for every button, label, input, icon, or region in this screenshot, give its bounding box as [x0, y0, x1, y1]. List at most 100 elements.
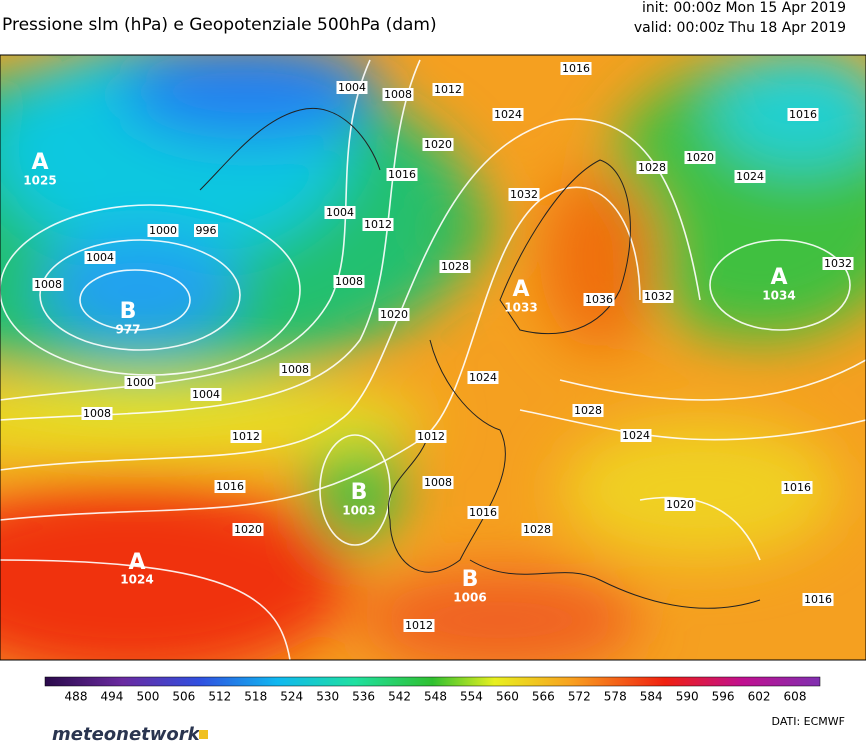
label-box: [194, 224, 218, 237]
isobar-label: 1024: [469, 371, 497, 384]
colorbar-tick-label: 518: [244, 690, 267, 704]
colorbar-tick-label: 584: [640, 690, 663, 704]
label-box: [492, 108, 524, 121]
colorbar-tick-label: 560: [496, 690, 519, 704]
label-box: [333, 275, 365, 288]
label-box: [802, 593, 834, 606]
center-letter: A: [31, 150, 48, 175]
isobar-label: 1028: [441, 260, 469, 273]
label-box: [190, 388, 222, 401]
label-box: [336, 81, 368, 94]
isobar-label: 1008: [83, 407, 111, 420]
colorbar-tick-label: 554: [460, 690, 483, 704]
label-box: [403, 619, 435, 632]
label-box: [84, 251, 116, 264]
isobar-label: 1012: [232, 430, 260, 443]
colorbar-tick-label: 506: [172, 690, 195, 704]
label-box: [422, 138, 454, 151]
colorbar-tick-label: 488: [65, 690, 88, 704]
isobar-label: 1012: [417, 430, 445, 443]
label-box: [214, 480, 246, 493]
colorbar-ticks: 488 494 500 506 512 518 524 530 536 542 548 554 560 5…: [65, 690, 807, 704]
isobar-label: 1004: [86, 251, 114, 264]
label-box: [415, 430, 447, 443]
label-box: [382, 88, 414, 101]
valid-time: valid: 00:00z Thu 18 Apr 2019: [634, 20, 846, 36]
label-box: [32, 278, 64, 291]
isobar-label: 1008: [281, 363, 309, 376]
isobar-label: 1016: [783, 481, 811, 494]
center-value: 1025: [23, 174, 56, 188]
isobar-label: 1000: [126, 376, 154, 389]
isobar-label: 1016: [789, 108, 817, 121]
label-box: [279, 363, 311, 376]
isobars: [0, 59, 866, 660]
colorbar-tick-label: 566: [532, 690, 555, 704]
isobar-label: 1020: [234, 523, 262, 536]
colorbar-tick-label: 542: [388, 690, 411, 704]
label-box: [467, 371, 499, 384]
center-letter: A: [512, 277, 529, 302]
colorbar-tick-label: 608: [784, 690, 807, 704]
center-letter: B: [462, 567, 479, 592]
colorbar-tick-label: 590: [676, 690, 699, 704]
map: 1004 1008 1012 1016 1016 1024 1020 1016 …: [0, 55, 866, 660]
isobar-label: 1016: [469, 506, 497, 519]
isobar-label: 1020: [380, 308, 408, 321]
colorbar-tick-label: 572: [568, 690, 591, 704]
isobar-label: 1024: [736, 170, 764, 183]
isobar-label: 1016: [804, 593, 832, 606]
colorbar-tick-label: 596: [712, 690, 735, 704]
label-box: [620, 429, 652, 442]
isobar-label: 1008: [424, 476, 452, 489]
label-box: [572, 404, 604, 417]
isobar-label: 1012: [434, 83, 462, 96]
isobar-label: 1012: [364, 218, 392, 231]
coastlines: [199, 108, 761, 609]
isobar-label: 1004: [326, 206, 354, 219]
center-letter: A: [128, 550, 145, 575]
label-box: [560, 62, 592, 75]
isobar-label: 1008: [335, 275, 363, 288]
title: Pressione slm (hPa) e Geopotenziale 500h…: [2, 15, 437, 35]
map-frame: [0, 54, 866, 661]
label-box: [583, 293, 615, 306]
isobar-label: 1004: [192, 388, 220, 401]
colorbar-tick-label: 548: [424, 690, 447, 704]
colorbar-tick-label: 530: [316, 690, 339, 704]
isobar-labels: 1004 1008 1012 1016 1016 1024 1020 1016 …: [32, 62, 854, 632]
center-letter: B: [351, 480, 368, 505]
isobar-label: 1032: [644, 290, 672, 303]
isobar-label: 1028: [523, 523, 551, 536]
isobar-label: 1024: [622, 429, 650, 442]
label-box: [147, 224, 179, 237]
label-box: [324, 206, 356, 219]
isobar-label: 1012: [405, 619, 433, 632]
isobar-label: 1024: [494, 108, 522, 121]
label-box: [781, 481, 813, 494]
label-box: [432, 83, 464, 96]
logo: meteonetwork: [52, 724, 201, 745]
label-box: [664, 498, 696, 511]
colorbar: [44, 676, 821, 687]
isobar-label: 1016: [562, 62, 590, 75]
label-box: [232, 523, 264, 536]
colorbar-tick-label: 524: [280, 690, 303, 704]
label-box: [230, 430, 262, 443]
init-time: init: 00:00z Mon 15 Apr 2019: [642, 0, 846, 16]
colorbar-tick-label: 536: [352, 690, 375, 704]
center-value: 977: [115, 323, 140, 337]
label-box: [642, 290, 674, 303]
center-value: 1006: [453, 591, 486, 605]
center-value: 1034: [762, 289, 795, 303]
label-box: [81, 407, 113, 420]
isobar-label: 1020: [424, 138, 452, 151]
isobar-label: 1016: [216, 480, 244, 493]
isobar-label: 1036: [585, 293, 613, 306]
colorbar-tick-label: 512: [208, 690, 231, 704]
isobar-label: 1008: [34, 278, 62, 291]
label-box: [822, 257, 854, 270]
colorbar-tick-label: 494: [100, 690, 123, 704]
center-value: 1003: [342, 504, 375, 518]
